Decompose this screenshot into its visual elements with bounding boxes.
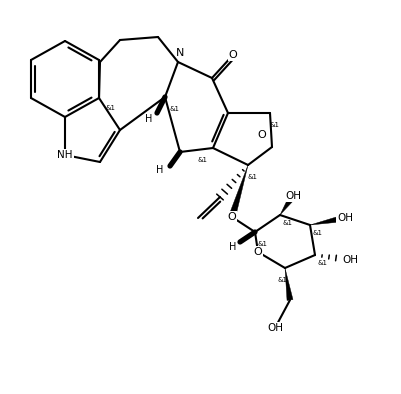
Text: H: H [156, 165, 163, 175]
Text: &1: &1 [257, 241, 267, 247]
Text: H: H [229, 242, 236, 252]
Text: &1: &1 [247, 174, 257, 180]
Text: &1: &1 [269, 122, 279, 128]
Text: O: O [257, 130, 266, 140]
Text: OH: OH [284, 191, 300, 201]
Text: H: H [145, 114, 152, 124]
Polygon shape [284, 268, 292, 301]
Polygon shape [228, 165, 247, 218]
Text: OH: OH [266, 323, 282, 333]
Text: OH: OH [336, 213, 352, 223]
Text: &1: &1 [312, 230, 322, 236]
Polygon shape [309, 215, 345, 225]
Text: NH: NH [57, 150, 73, 160]
Text: &1: &1 [277, 277, 287, 283]
Text: O: O [228, 50, 237, 60]
Text: N: N [175, 48, 184, 58]
Text: &1: &1 [170, 106, 180, 112]
Text: &1: &1 [198, 157, 207, 163]
Text: O: O [253, 247, 262, 257]
Text: &1: &1 [106, 105, 116, 111]
Text: OH: OH [341, 255, 357, 265]
Text: &1: &1 [282, 220, 292, 226]
Text: &1: &1 [317, 260, 327, 266]
Text: O: O [227, 212, 236, 222]
Polygon shape [279, 194, 295, 215]
